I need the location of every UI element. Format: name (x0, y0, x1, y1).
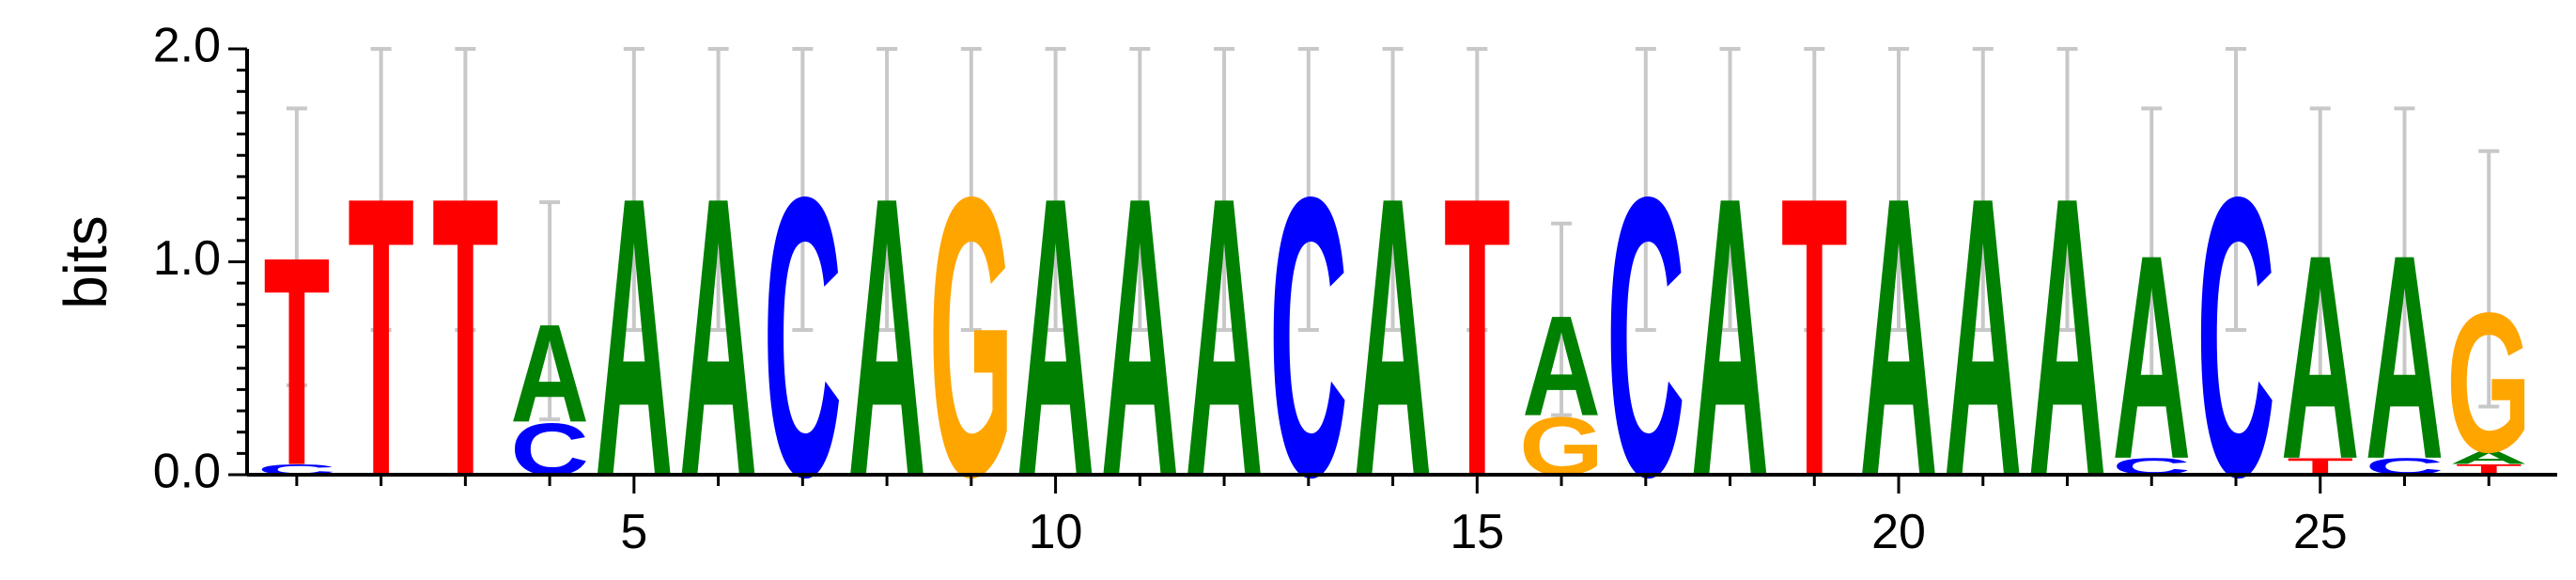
error-bar (1888, 47, 1910, 332)
error-bar (2309, 106, 2331, 387)
letter-C: C (1606, 115, 1685, 559)
error-bar (1551, 221, 1573, 417)
y-tick-label: 2.0 (153, 19, 221, 73)
letter-A: A (1691, 115, 1770, 559)
letter-T: T (263, 196, 330, 527)
error-bar (707, 47, 729, 332)
letter-A: A (2028, 115, 2107, 559)
error-bar (1382, 47, 1404, 332)
letter-A: A (2449, 448, 2528, 468)
letter-G: G (2446, 272, 2531, 494)
letter-T: T (348, 115, 414, 559)
letter-C: C (1269, 115, 1348, 559)
y-tick-label: 0.0 (153, 445, 221, 499)
error-bar (1719, 47, 1741, 332)
axes: bits 0.0 1.0 2.0 5 10 15 20 25 (52, 19, 2557, 559)
error-bar (2394, 106, 2415, 387)
error-bar (792, 47, 814, 332)
x-tick-label: 25 (2293, 505, 2348, 559)
x-tick-label: 5 (620, 505, 647, 559)
letter-A: A (1944, 115, 2023, 559)
error-bar-layer (286, 47, 2500, 422)
letter-stacks: CT T T CA A A C A G A A A C A T GA C A T A A A CA C TA CA TAG (257, 115, 2531, 559)
letter-A: A (1185, 115, 1264, 559)
error-bar (2225, 47, 2246, 332)
error-bar (370, 47, 392, 332)
letter-A: A (1522, 286, 1601, 446)
letter-A: A (510, 296, 589, 452)
x-tick-label: 10 (1029, 505, 1083, 559)
error-bar (1297, 47, 1319, 332)
letter-A: A (2366, 194, 2444, 520)
letter-C: C (763, 115, 842, 559)
letter-C: C (2196, 115, 2275, 559)
letter-T: T (432, 115, 499, 559)
letter-A: A (2281, 194, 2360, 520)
error-bar (1972, 47, 1994, 332)
error-bar (286, 106, 307, 387)
error-bar (1804, 47, 1825, 332)
x-tick-label: 15 (1450, 505, 1504, 559)
letter-A: A (1100, 115, 1179, 559)
error-bar (877, 47, 898, 332)
error-bar (2141, 106, 2163, 387)
letter-A: A (847, 115, 926, 559)
letter-G: G (929, 115, 1014, 559)
error-bar (539, 200, 561, 422)
error-bar (1466, 47, 1488, 332)
error-bar (960, 47, 982, 332)
letter-A: A (1354, 115, 1433, 559)
error-bar (1635, 47, 1656, 332)
error-bar (1045, 47, 1066, 332)
error-bar (2478, 149, 2500, 409)
letter-A: A (2112, 194, 2191, 520)
y-axis-label: bits (52, 215, 119, 309)
error-bar (1129, 47, 1151, 332)
y-tick-label: 1.0 (153, 231, 221, 286)
error-bar (2056, 47, 2078, 332)
x-tick-label: 20 (1871, 505, 1926, 559)
error-bar (455, 47, 476, 332)
letter-A: A (679, 115, 758, 559)
letter-T: T (1781, 115, 1848, 559)
error-bar (623, 47, 644, 332)
error-bar (1214, 47, 1235, 332)
